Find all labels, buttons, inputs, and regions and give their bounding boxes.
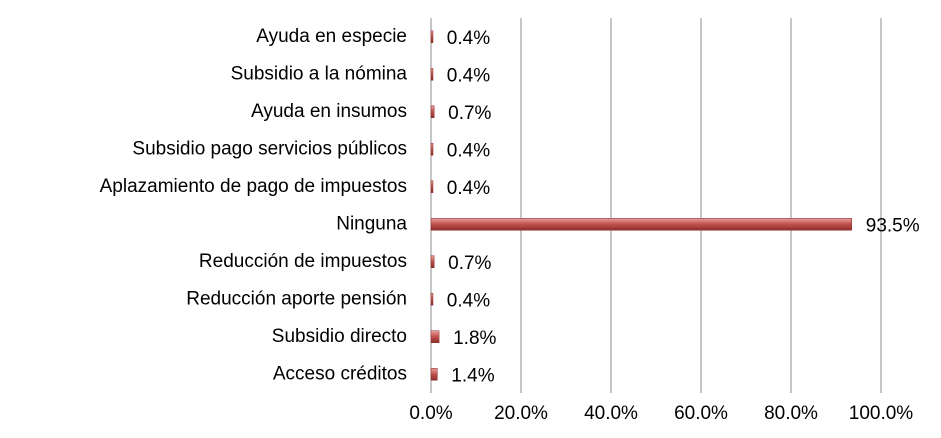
data-label: 0.4% [447,65,490,86]
y-tick-label: Reducción aporte pensión [186,288,407,309]
data-label: 0.7% [448,253,491,274]
data-label: 0.7% [448,103,491,124]
y-tick-label: Subsidio a la nómina [231,63,408,84]
bar [430,68,434,81]
bar [430,30,434,43]
data-label: 0.4% [447,140,490,161]
y-tick-label: Acceso créditos [273,363,407,384]
bar [430,293,434,306]
bar [430,143,434,156]
x-tick-label: 0.0% [409,403,452,424]
data-label: 1.4% [451,365,494,386]
y-tick-label: Reducción de impuestos [199,251,407,272]
data-label: 0.4% [447,178,490,199]
bar [430,368,438,381]
data-label: 0.4% [447,28,490,49]
y-tick-label: Ninguna [336,213,407,234]
bar [430,218,852,231]
y-tick-label: Subsidio directo [272,326,407,347]
bar [430,255,435,268]
x-tick-label: 80.0% [764,403,818,424]
x-tick-label: 40.0% [584,403,638,424]
y-tick-label: Subsidio pago servicios públicos [132,138,407,159]
x-tick-label: 20.0% [494,403,548,424]
y-tick-label: Ayuda en insumos [251,101,407,122]
data-label: 1.8% [453,328,496,349]
y-tick-label: Aplazamiento de pago de impuestos [100,176,407,197]
bar [430,180,434,193]
y-tick-label: Ayuda en especie [256,26,407,47]
data-label: 93.5% [866,215,920,236]
x-tick-label: 60.0% [674,403,728,424]
data-label: 0.4% [447,290,490,311]
bar [430,105,435,118]
bar [430,330,440,343]
x-tick-label: 100.0% [849,403,914,424]
